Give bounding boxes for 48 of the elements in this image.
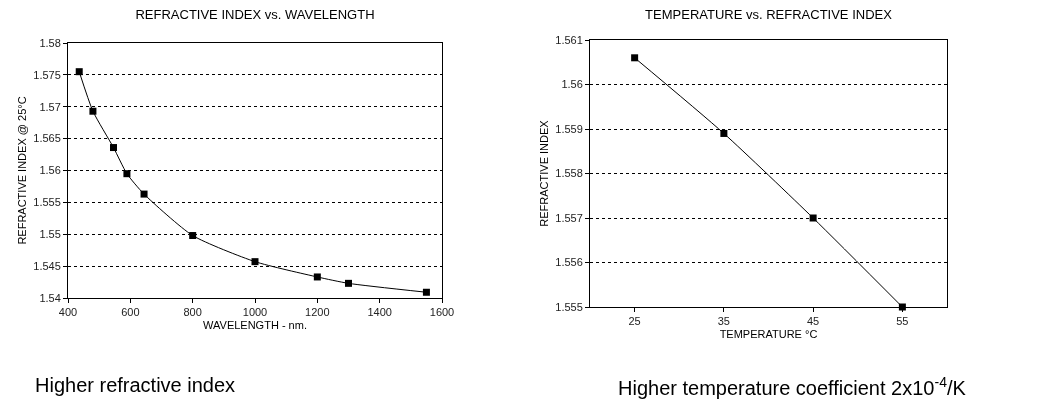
y-tick-label: 1.56 [561,78,583,91]
point [89,107,97,115]
point [345,279,352,287]
y-tick-label: 1.557 [555,211,583,224]
y-tick-label: 1.58 [39,36,61,49]
x-tick-label: 400 [58,306,78,319]
x-tick-label: 55 [896,315,909,328]
point [123,170,131,178]
x-tick-label: 600 [121,306,140,319]
point [631,54,639,62]
x-tick-label: 1400 [367,306,392,319]
y-tick-label: 1.559 [555,122,583,135]
x-tick-label: 800 [183,306,202,319]
text: Higher refractive index [35,374,236,396]
point [313,273,321,281]
y-tick-label: 1.55 [39,228,61,241]
y-tick-label: 1.54 [39,291,61,304]
point [720,129,728,137]
point [809,214,817,222]
chart-title: REFRACTIVE INDEX vs. WAVELENGTH [135,7,375,23]
y-axis-title: REFRACTIVE INDEX @ 25°C [15,96,28,245]
x-tick-label: 25 [628,315,641,328]
y-tick-label: 1.56 [39,164,61,177]
point [140,190,148,198]
y-tick-label: 1.558 [555,167,583,180]
y-tick-label: 1.561 [555,33,583,46]
y-tick-label: 1.556 [555,256,583,269]
y-tick-label: 1.545 [33,259,61,272]
y-tick-label: 1.565 [33,132,61,145]
point [251,258,259,266]
x-tick-label: 1600 [429,306,455,319]
point [422,288,430,296]
point [110,144,117,152]
point [75,68,83,76]
x-axis-title: TEMPERATURE °C [719,328,818,341]
text: Higher temperature coefficient 2x10$^{-4}$/K [618,374,967,400]
x-tick-label: 35 [717,315,731,328]
x-tick-label: 1200 [305,306,330,319]
point [189,232,197,240]
chart-title: TEMPERATURE vs. REFRACTIVE INDEX [645,7,893,23]
x-axis-title: WAVELENGTH - nm. [203,319,307,332]
y-tick-label: 1.555 [33,196,61,209]
y-tick-label: 1.555 [555,300,583,313]
y-tick-label: 1.57 [39,100,61,113]
x-tick-label: 1000 [242,306,268,319]
y-axis-title: REFRACTIVE INDEX [537,119,550,227]
y-tick-label: 1.575 [33,68,61,81]
x-tick-label: 45 [807,315,820,328]
